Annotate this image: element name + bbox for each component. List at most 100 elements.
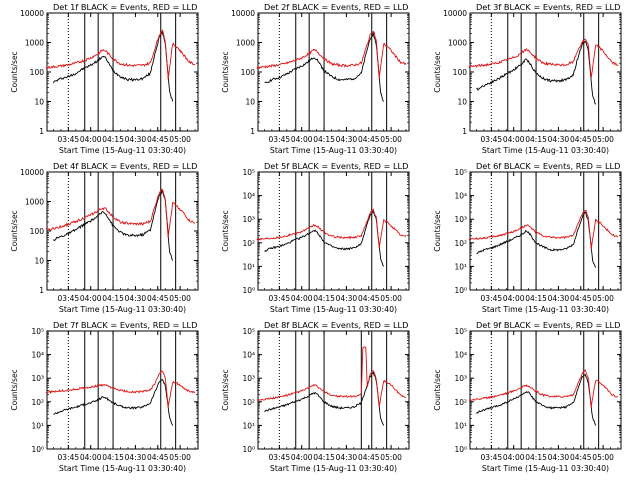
y-tick-label: 10³ <box>454 215 467 224</box>
plot-frame <box>257 330 410 450</box>
y-tick-label: 10⁵ <box>454 168 467 177</box>
y-tick-label: 10000 <box>20 9 44 18</box>
y-tick-label: 10³ <box>242 374 255 383</box>
x-tick-label: 04:30 <box>336 135 358 144</box>
x-tick-label: 03:45 <box>269 135 291 144</box>
y-axis-label: Counts/sec <box>221 369 230 410</box>
x-tick-label: 04:45 <box>570 135 592 144</box>
y-tick-label: 1 <box>39 127 44 136</box>
lld-series-line <box>256 30 407 79</box>
x-axis-label: Start Time (15-Aug-11 03:30:40) <box>270 146 397 155</box>
x-tick-label: 03:45 <box>481 453 503 462</box>
x-axis-label: Start Time (15-Aug-11 03:30:40) <box>482 146 609 155</box>
y-tick-label: 10⁵ <box>242 168 255 177</box>
y-axis-label: Counts/sec <box>10 369 19 410</box>
y-tick-label: 10⁵ <box>242 327 255 336</box>
x-tick-label: 04:15 <box>102 135 124 144</box>
x-tick-label: 05:00 <box>592 453 614 462</box>
x-tick-label: 04:45 <box>358 135 380 144</box>
y-tick-label: 1000 <box>448 39 467 48</box>
events-series-line <box>53 379 174 426</box>
x-tick-label: 04:15 <box>525 294 547 303</box>
chart-title: Det 2f BLACK = Events, RED = LLD <box>264 2 408 12</box>
x-tick-label: 04:45 <box>570 294 592 303</box>
y-tick-label: 10⁵ <box>31 327 44 336</box>
chart-title: Det 5f BLACK = Events, RED = LLD <box>264 161 408 171</box>
y-tick-label: 10⁴ <box>454 351 467 360</box>
y-tick-label: 10³ <box>242 215 255 224</box>
y-tick-label: 10⁰ <box>242 286 255 295</box>
y-tick-label: 10 <box>34 257 44 266</box>
y-axis-label: Counts/sec <box>10 210 19 251</box>
y-axis-label: Counts/sec <box>433 51 442 92</box>
lld-series-line <box>45 370 196 408</box>
chart-title: Det 6f BLACK = Events, RED = LLD <box>476 161 620 171</box>
y-tick-label: 10⁰ <box>454 445 467 454</box>
chart-title: Det 1f BLACK = Events, RED = LLD <box>53 2 197 12</box>
y-tick-label: 10¹ <box>454 262 467 271</box>
y-tick-label: 1000 <box>25 198 44 207</box>
x-tick-label: 04:45 <box>570 453 592 462</box>
x-tick-label: 04:00 <box>503 453 525 462</box>
x-tick-label: 04:30 <box>336 453 358 462</box>
y-tick-label: 10⁰ <box>454 286 467 295</box>
events-series-line <box>476 211 597 268</box>
y-tick-label: 1 <box>462 127 467 136</box>
y-tick-label: 1000 <box>236 39 255 48</box>
y-axis-label: Counts/sec <box>433 210 442 251</box>
chart-panel-5: Det 5f BLACK = Events, RED = LLD 10⁰ 10¹ 10… <box>221 161 410 314</box>
events-series-line <box>476 40 597 105</box>
x-tick-label: 04:15 <box>525 453 547 462</box>
x-axis-label: Start Time (15-Aug-11 03:30:40) <box>59 464 186 473</box>
y-tick-label: 10⁴ <box>242 351 255 360</box>
x-tick-label: 04:30 <box>125 135 147 144</box>
y-tick-label: 100 <box>453 68 468 77</box>
x-tick-label: 04:30 <box>336 294 358 303</box>
chart-panel-9: Det 9f BLACK = Events, RED = LLD 10⁰ 10¹ 10… <box>433 320 622 473</box>
y-tick-label: 10 <box>34 98 44 107</box>
x-tick-label: 04:45 <box>358 294 380 303</box>
chart-panel-6: Det 6f BLACK = Events, RED = LLD 10⁰ 10¹ 10… <box>433 161 622 314</box>
x-tick-label: 03:45 <box>269 453 291 462</box>
x-tick-label: 04:15 <box>525 135 547 144</box>
x-axis-label: Start Time (15-Aug-11 03:30:40) <box>59 146 186 155</box>
chart-panel-7: Det 7f BLACK = Events, RED = LLD 10⁰ 10¹ 10… <box>10 320 199 473</box>
chart-title: Det 9f BLACK = Events, RED = LLD <box>476 320 620 330</box>
chart-title: Det 8f BLACK = Events, RED = LLD <box>264 320 408 330</box>
y-tick-label: 10² <box>31 398 44 407</box>
x-axis-label: Start Time (15-Aug-11 03:30:40) <box>482 305 609 314</box>
chart-title: Det 4f BLACK = Events, RED = LLD <box>53 161 197 171</box>
y-tick-label: 10³ <box>454 374 467 383</box>
x-tick-label: 04:00 <box>291 453 313 462</box>
x-tick-label: 05:00 <box>380 294 402 303</box>
plot-frame <box>257 171 410 291</box>
x-tick-label: 05:00 <box>169 453 191 462</box>
x-tick-label: 05:00 <box>169 294 191 303</box>
y-tick-label: 10¹ <box>31 421 44 430</box>
x-tick-label: 03:45 <box>481 294 503 303</box>
y-tick-label: 10⁰ <box>31 445 44 454</box>
x-tick-label: 04:30 <box>548 453 570 462</box>
y-tick-label: 10¹ <box>454 421 467 430</box>
x-tick-label: 04:15 <box>313 135 335 144</box>
chart-panel-3: Det 3f BLACK = Events, RED = LLD 1 10 100 10… <box>433 2 622 155</box>
x-axis-label: Start Time (15-Aug-11 03:30:40) <box>270 464 397 473</box>
x-tick-label: 04:30 <box>125 453 147 462</box>
x-tick-label: 04:15 <box>102 453 124 462</box>
y-tick-label: 1000 <box>25 39 44 48</box>
x-tick-label: 04:15 <box>102 294 124 303</box>
x-tick-label: 04:30 <box>548 135 570 144</box>
x-tick-label: 04:45 <box>147 294 169 303</box>
plot-frame <box>469 330 622 450</box>
x-tick-label: 04:30 <box>548 294 570 303</box>
y-tick-label: 10 <box>457 98 467 107</box>
y-tick-label: 10¹ <box>242 421 255 430</box>
x-tick-label: 04:15 <box>313 453 335 462</box>
x-tick-label: 03:45 <box>58 453 80 462</box>
chart-title: Det 7f BLACK = Events, RED = LLD <box>53 320 197 330</box>
x-axis-label: Start Time (15-Aug-11 03:30:40) <box>482 464 609 473</box>
x-tick-label: 04:00 <box>291 294 313 303</box>
chart-panel-1: Det 1f BLACK = Events, RED = LLD 1 10 100 10… <box>10 2 199 155</box>
chart-panel-8: Det 8f BLACK = Events, RED = LLD 10⁰ 10¹ 10… <box>221 320 410 473</box>
